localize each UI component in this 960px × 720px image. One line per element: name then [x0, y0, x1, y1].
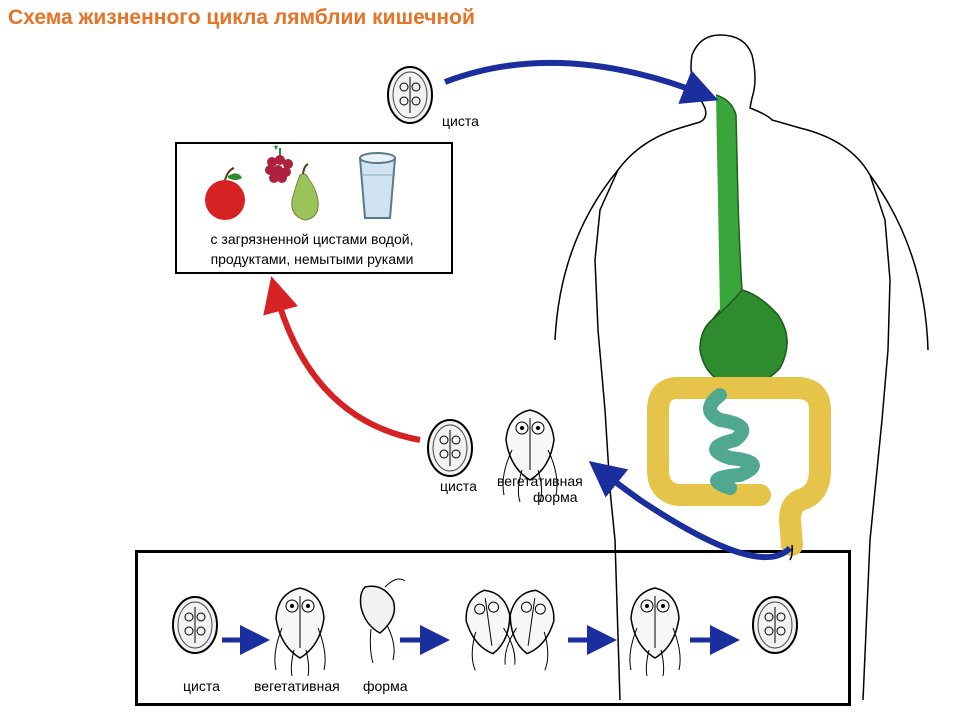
transmission-caption: с загрязненной цистами водой, продуктами… [182, 230, 442, 269]
label-veg-bottom-a: вегетативная [254, 678, 340, 694]
label-cyst-top: циста [442, 113, 479, 129]
transmission-line1: с загрязненной цистами водой, [211, 231, 414, 247]
label-veg-mid-b: форма [533, 489, 578, 505]
label-cyst-mid: циста [440, 478, 477, 494]
transmission-line2: продуктами, немытыми руками [211, 251, 414, 267]
label-veg-bottom-b: форма [363, 678, 408, 694]
label-cyst-bottom: циста [183, 678, 220, 694]
cyst-mid-icon [428, 420, 472, 476]
digestive-tract [658, 95, 820, 545]
cyst-top-icon [388, 67, 432, 123]
label-veg-mid-a: вегетативная [497, 473, 583, 489]
diagram-canvas: Схема жизненного цикла лямблии кишечной … [0, 0, 960, 720]
stages-box [135, 550, 851, 706]
diagram-title: Схема жизненного цикла лямблии кишечной [8, 6, 475, 30]
arrow-ingestion [445, 63, 705, 95]
arrow-contamination [275, 290, 420, 440]
arrow-excretion [600, 470, 790, 557]
